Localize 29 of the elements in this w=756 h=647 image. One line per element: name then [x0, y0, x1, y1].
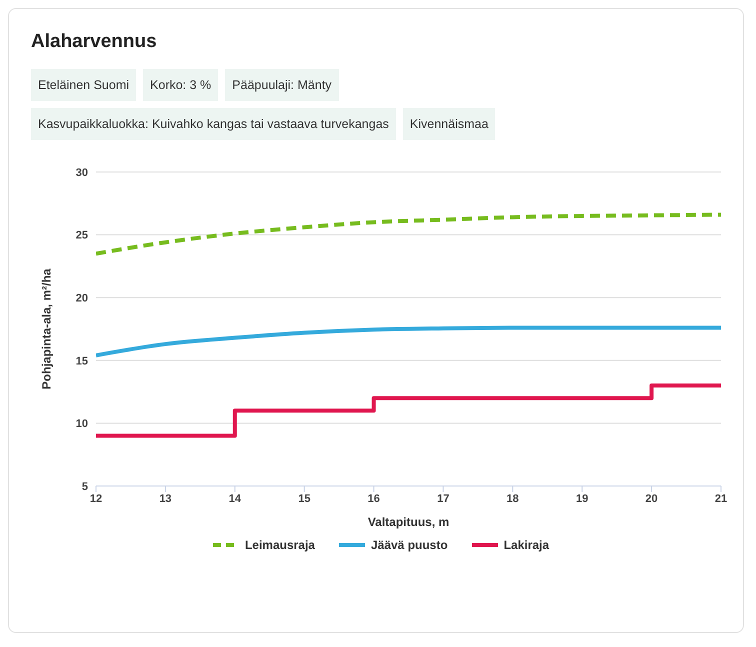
y-tick-label: 5 [82, 480, 88, 493]
x-axis-title: Valtapituus, m [368, 515, 450, 529]
x-tick-label: 18 [506, 492, 519, 505]
y-axis-title: Pohjapinta-ala, m²/ha [39, 268, 54, 390]
chart-title: Alaharvennus [31, 31, 158, 53]
line-series [96, 326, 721, 358]
x-tick-label: 15 [298, 492, 310, 505]
y-tick-label: 10 [76, 418, 88, 430]
y-tick-label: 20 [76, 292, 88, 305]
legend-label: Leimausraja [244, 538, 315, 552]
x-tick-label: 17 [437, 492, 450, 505]
x-tick-label: 13 [159, 492, 172, 505]
text: Kivennäismaa [402, 108, 496, 140]
x-tick-label: 12 [90, 492, 102, 505]
line-series [96, 212, 721, 256]
text: Pääpuulaji: Mänty [225, 69, 339, 101]
y-tick-label: 30 [76, 166, 88, 179]
legend-label: Jäävä puusto [370, 538, 448, 552]
text: Korko: 3 % [143, 69, 218, 101]
x-tick-label: 16 [368, 492, 380, 505]
y-tick-label: 25 [76, 230, 88, 242]
y-tick-label: 15 [76, 355, 88, 368]
text: Eteläinen Suomi [31, 69, 136, 101]
x-tick-label: 14 [228, 492, 242, 505]
legend-label: Lakiraja [504, 538, 550, 552]
x-tick-label: 21 [714, 492, 728, 505]
x-tick-label: 20 [645, 492, 658, 505]
text: Kasvupaikkaluokka: Kuivahko kangas tai vastaava turvekangas [31, 108, 396, 140]
x-tick-label: 19 [576, 492, 588, 505]
